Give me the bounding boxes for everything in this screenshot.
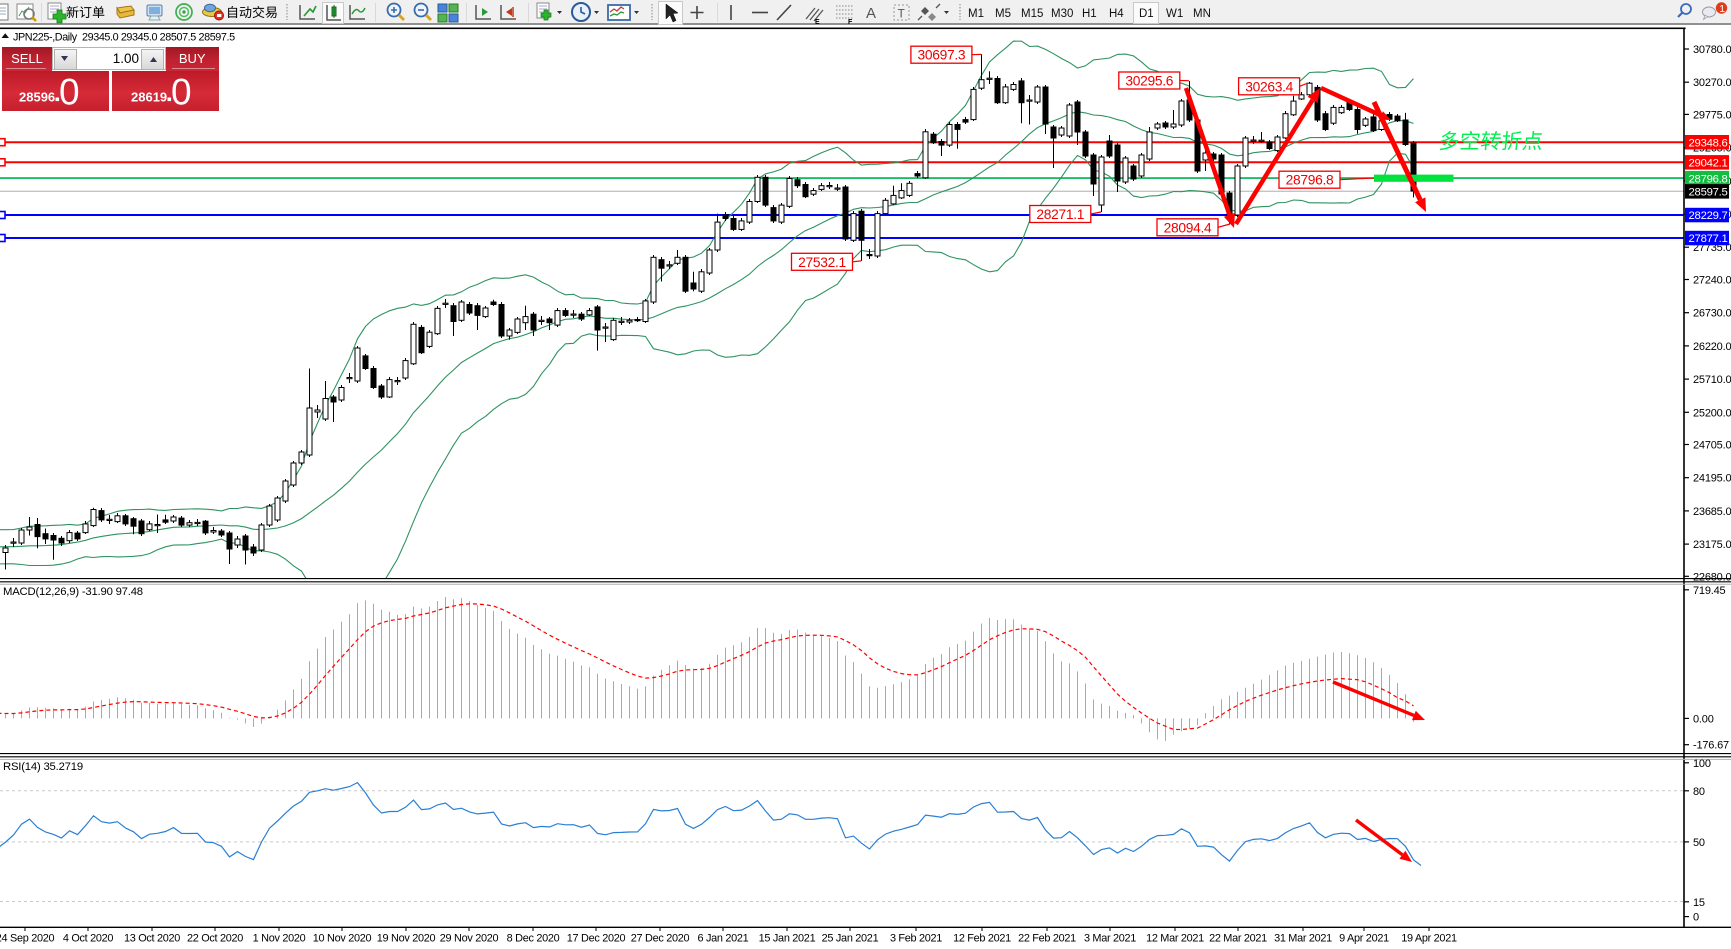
- svg-text:30270.0: 30270.0: [1693, 77, 1731, 89]
- svg-text:MN: MN: [1193, 8, 1211, 20]
- svg-text:19 Nov 2020: 19 Nov 2020: [377, 933, 436, 945]
- svg-text:27 Dec 2020: 27 Dec 2020: [631, 933, 690, 945]
- svg-text:27240.0: 27240.0: [1693, 275, 1731, 287]
- svg-text:13 Oct 2020: 13 Oct 2020: [124, 933, 180, 945]
- svg-text:26730.0: 26730.0: [1693, 308, 1731, 320]
- svg-text:719.45: 719.45: [1693, 585, 1726, 597]
- svg-text:M30: M30: [1051, 8, 1073, 20]
- svg-text:F: F: [848, 19, 853, 26]
- svg-text:M15: M15: [1021, 8, 1043, 20]
- svg-text:28094.4: 28094.4: [1164, 220, 1212, 235]
- svg-text:JPN225-,Daily 29345.0 29345.0: JPN225-,Daily 29345.0 29345.0 28507.5 28…: [13, 32, 235, 44]
- svg-text:25710.0: 25710.0: [1693, 374, 1731, 386]
- svg-text:28596: 28596: [19, 89, 55, 104]
- svg-text:0: 0: [1693, 912, 1699, 924]
- svg-text:A: A: [866, 5, 876, 22]
- svg-text:28597.5: 28597.5: [1689, 187, 1728, 199]
- svg-text:D1: D1: [1139, 8, 1154, 20]
- svg-text:0: 0: [171, 71, 192, 111]
- svg-text:27532.1: 27532.1: [798, 255, 846, 270]
- svg-text:100: 100: [1693, 758, 1711, 770]
- svg-text:30780.0: 30780.0: [1693, 44, 1731, 56]
- svg-text:3 Mar 2021: 3 Mar 2021: [1084, 933, 1136, 945]
- svg-text:26220.0: 26220.0: [1693, 341, 1731, 353]
- svg-text:MACD(12,26,9) -31.90 97.48: MACD(12,26,9) -31.90 97.48: [3, 586, 143, 598]
- svg-text:1 Nov 2020: 1 Nov 2020: [253, 933, 306, 945]
- svg-text:25200.0: 25200.0: [1693, 407, 1731, 419]
- svg-text:24705.0: 24705.0: [1693, 440, 1731, 452]
- svg-text:28796.8: 28796.8: [1689, 173, 1728, 185]
- svg-text:30697.3: 30697.3: [918, 48, 966, 63]
- svg-text:8 Dec 2020: 8 Dec 2020: [507, 933, 560, 945]
- svg-text:17 Dec 2020: 17 Dec 2020: [567, 933, 626, 945]
- svg-text:E: E: [815, 19, 820, 26]
- svg-text:30295.6: 30295.6: [1125, 74, 1173, 89]
- svg-text:RSI(14) 35.2719: RSI(14) 35.2719: [3, 761, 83, 773]
- svg-text:31 Mar 2021: 31 Mar 2021: [1274, 933, 1332, 945]
- svg-text:M1: M1: [968, 8, 984, 20]
- svg-text:28229.7: 28229.7: [1689, 210, 1728, 222]
- svg-text:24 Sep 2020: 24 Sep 2020: [0, 933, 54, 945]
- svg-text:12 Feb 2021: 12 Feb 2021: [953, 933, 1011, 945]
- svg-text:29 Nov 2020: 29 Nov 2020: [440, 933, 499, 945]
- svg-text:3 Feb 2021: 3 Feb 2021: [890, 933, 942, 945]
- svg-text:29775.0: 29775.0: [1693, 109, 1731, 121]
- svg-text:22 Feb 2021: 22 Feb 2021: [1018, 933, 1076, 945]
- svg-text:30263.4: 30263.4: [1245, 79, 1293, 94]
- svg-text:19 Apr 2021: 19 Apr 2021: [1401, 933, 1457, 945]
- svg-text:-176.67: -176.67: [1693, 740, 1729, 752]
- svg-text:T: T: [898, 7, 906, 21]
- svg-text:22 Mar 2021: 22 Mar 2021: [1209, 933, 1267, 945]
- svg-text:H1: H1: [1082, 8, 1097, 20]
- svg-text:50: 50: [1693, 837, 1705, 849]
- svg-text:28619: 28619: [131, 89, 167, 104]
- svg-text:28271.1: 28271.1: [1036, 207, 1084, 222]
- svg-text:23175.0: 23175.0: [1693, 539, 1731, 551]
- svg-text:27877.1: 27877.1: [1689, 233, 1728, 245]
- svg-text:15 Jan 2021: 15 Jan 2021: [759, 933, 816, 945]
- svg-text:4 Oct 2020: 4 Oct 2020: [63, 933, 114, 945]
- svg-text:1: 1: [1719, 3, 1725, 15]
- svg-text:22680.0: 22680.0: [1693, 571, 1731, 583]
- svg-text:H4: H4: [1109, 8, 1124, 20]
- svg-text:28796.8: 28796.8: [1286, 173, 1334, 188]
- svg-text:0.00: 0.00: [1693, 713, 1714, 725]
- svg-text:6 Jan 2021: 6 Jan 2021: [698, 933, 749, 945]
- svg-text:23685.0: 23685.0: [1693, 506, 1731, 518]
- svg-text:0: 0: [59, 71, 80, 111]
- svg-text:12 Mar 2021: 12 Mar 2021: [1146, 933, 1204, 945]
- svg-text:29348.6: 29348.6: [1689, 137, 1728, 149]
- svg-text:M5: M5: [995, 8, 1011, 20]
- svg-text:10 Nov 2020: 10 Nov 2020: [313, 933, 372, 945]
- svg-text:22 Oct 2020: 22 Oct 2020: [187, 933, 243, 945]
- svg-text:80: 80: [1693, 786, 1705, 798]
- svg-text:W1: W1: [1166, 8, 1183, 20]
- svg-text:25 Jan 2021: 25 Jan 2021: [822, 933, 879, 945]
- svg-text:29042.1: 29042.1: [1689, 158, 1728, 170]
- svg-text:24195.0: 24195.0: [1693, 473, 1731, 485]
- svg-text:15: 15: [1693, 897, 1705, 909]
- svg-text:9 Apr 2021: 9 Apr 2021: [1339, 933, 1389, 945]
